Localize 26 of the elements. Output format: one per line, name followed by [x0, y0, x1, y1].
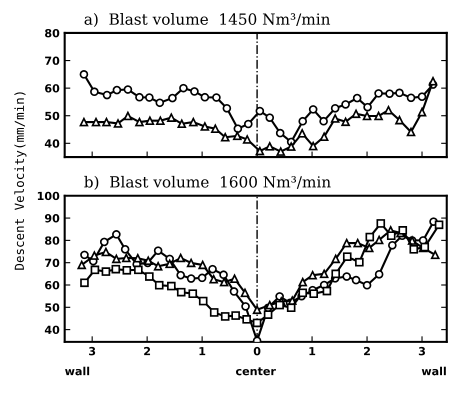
- x-tick-label: 2: [144, 346, 150, 356]
- x-tick-label: 3: [89, 346, 96, 356]
- y-tick-label: 40: [44, 139, 60, 148]
- y-axis-title: (mm/min): [14, 92, 26, 148]
- x-tick-label: 3: [418, 346, 425, 356]
- y-tick-label: 70: [45, 56, 60, 65]
- x-tick-label: 1: [200, 347, 206, 356]
- y-tick-label: 50: [45, 303, 60, 312]
- x-tick-label: 0: [254, 346, 260, 356]
- y-axis-title: Descent Velocity: [14, 150, 26, 270]
- y-tick-label: 100: [38, 192, 60, 200]
- chart-title: a) Blast volume 1450 Nm³/min: [84, 13, 330, 28]
- x-tick-label: 2: [364, 346, 370, 356]
- y-tick-label: 80: [45, 28, 60, 38]
- chart-title: b) Blast volume 1600 Nm³/min: [84, 176, 331, 190]
- y-tick-label: 70: [45, 258, 60, 268]
- y-tick-label: 50: [45, 112, 60, 120]
- text: wall: [65, 366, 90, 376]
- y-tick-label: 60: [45, 84, 60, 93]
- y-tick-label: 80: [45, 236, 60, 245]
- text: center: [236, 367, 276, 376]
- y-tick-label: 90: [44, 214, 60, 222]
- x-tick-label: 1: [309, 347, 316, 356]
- y-tick-label: 60: [45, 280, 60, 290]
- y-tick-label: 40: [44, 326, 60, 334]
- text: wall: [422, 366, 446, 376]
